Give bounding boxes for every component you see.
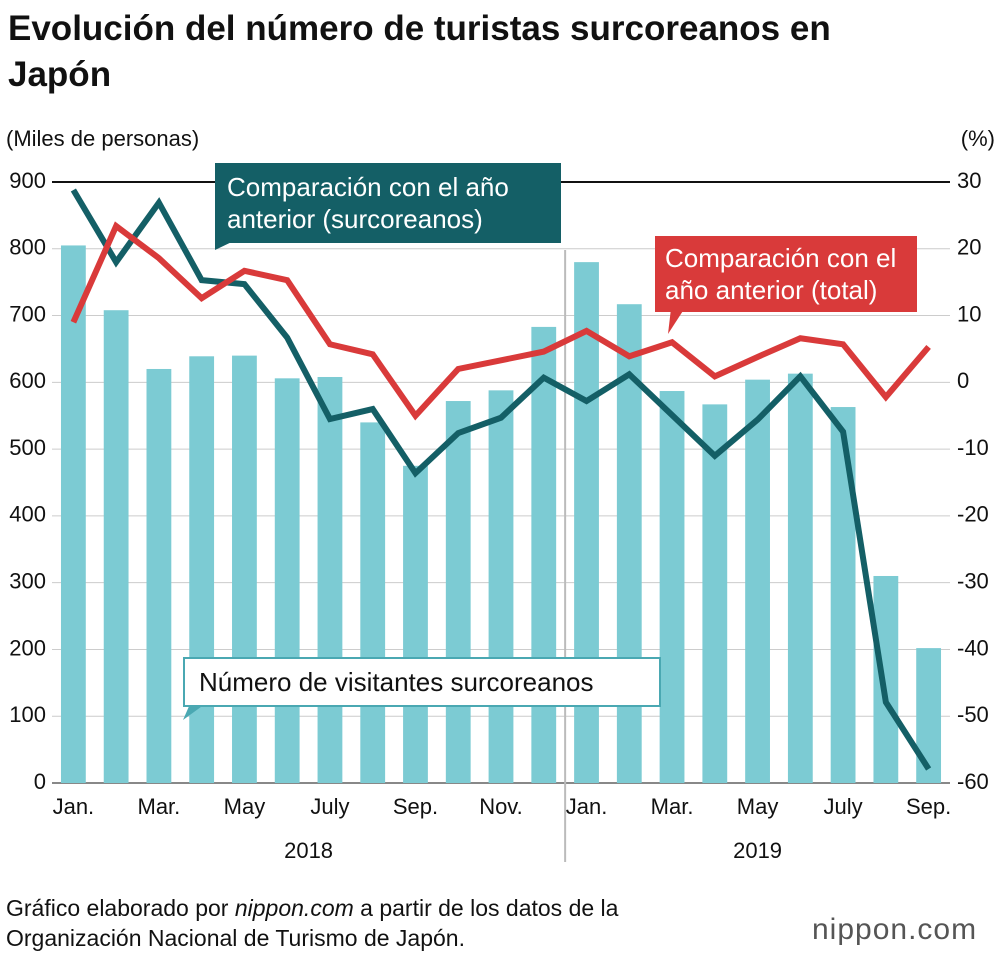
x-tick-label: Nov. xyxy=(479,794,523,819)
x-tick-label: Jan. xyxy=(53,794,95,819)
y2-tick-label: -20 xyxy=(957,502,989,527)
bar xyxy=(274,378,300,783)
y2-tick-label: -10 xyxy=(957,435,989,460)
y2-tick-label: -40 xyxy=(957,635,989,660)
bar xyxy=(103,310,129,783)
y2-tick-label: -30 xyxy=(957,568,989,593)
legend-entry: Número de visitantes surcoreanos xyxy=(183,657,661,707)
y2-axis-title: (%) xyxy=(961,126,995,151)
bar xyxy=(531,326,557,783)
x-tick-label: Jan. xyxy=(566,794,608,819)
source-text: nippon.com xyxy=(234,895,354,921)
x-tick-label: May xyxy=(224,794,266,819)
y-tick-label: 100 xyxy=(9,702,46,727)
x-tick-label: May xyxy=(737,794,779,819)
x-tick-label: July xyxy=(310,794,349,819)
y-tick-label: 700 xyxy=(9,301,46,326)
brand-logo: nippon.com xyxy=(812,913,978,946)
bar xyxy=(787,373,813,783)
y2-tick-label: 0 xyxy=(957,368,969,393)
legend-entry: Comparación con el año anterior (total) xyxy=(655,236,917,312)
x-tick-label: Mar. xyxy=(138,794,181,819)
year-label: 2019 xyxy=(733,838,782,863)
bar xyxy=(146,368,172,783)
bar xyxy=(317,376,343,783)
x-tick-label: Sep. xyxy=(393,794,438,819)
line xyxy=(70,188,932,771)
bar xyxy=(830,407,856,783)
bar xyxy=(232,355,257,783)
y-tick-label: 0 xyxy=(34,769,46,794)
y-tick-label: 300 xyxy=(9,568,46,593)
y-tick-label: 800 xyxy=(9,235,46,260)
bar xyxy=(745,379,770,783)
source-text: Gráfico elaborado por xyxy=(6,895,235,921)
source-text: a partir de los datos de la Organización… xyxy=(6,895,619,951)
y-tick-label: 200 xyxy=(9,635,46,660)
bar xyxy=(445,401,471,783)
callout-pointer xyxy=(183,704,205,720)
y-tick-label: 900 xyxy=(9,168,46,193)
bar xyxy=(702,404,728,783)
legend-entry: Comparación con el año anterior (surcore… xyxy=(215,163,561,243)
y-tick-label: 500 xyxy=(9,435,46,460)
y2-tick-label: -60 xyxy=(957,769,989,794)
bar xyxy=(189,356,215,783)
y2-tick-label: 20 xyxy=(957,235,981,260)
bar xyxy=(488,390,514,783)
bar xyxy=(360,422,386,783)
x-tick-label: July xyxy=(824,794,863,819)
bar xyxy=(659,391,685,783)
bar xyxy=(60,245,86,783)
chart-title: Evolución del número de turistas surcore… xyxy=(8,9,831,94)
line xyxy=(70,221,931,421)
x-tick-label: Sep. xyxy=(906,794,951,819)
y2-tick-label: 30 xyxy=(957,168,981,193)
y-tick-label: 400 xyxy=(9,502,46,527)
bar xyxy=(916,648,942,783)
bar xyxy=(873,575,899,783)
y-axis-title: (Miles de personas) xyxy=(6,126,199,151)
x-tick-label: Mar. xyxy=(651,794,694,819)
bar xyxy=(403,465,428,783)
y-tick-label: 600 xyxy=(9,368,46,393)
year-label: 2018 xyxy=(284,838,333,863)
source-note: Gráfico elaborado por nippon.com a parti… xyxy=(6,893,756,953)
y2-tick-label: -50 xyxy=(957,702,989,727)
y2-tick-label: 10 xyxy=(957,301,981,326)
